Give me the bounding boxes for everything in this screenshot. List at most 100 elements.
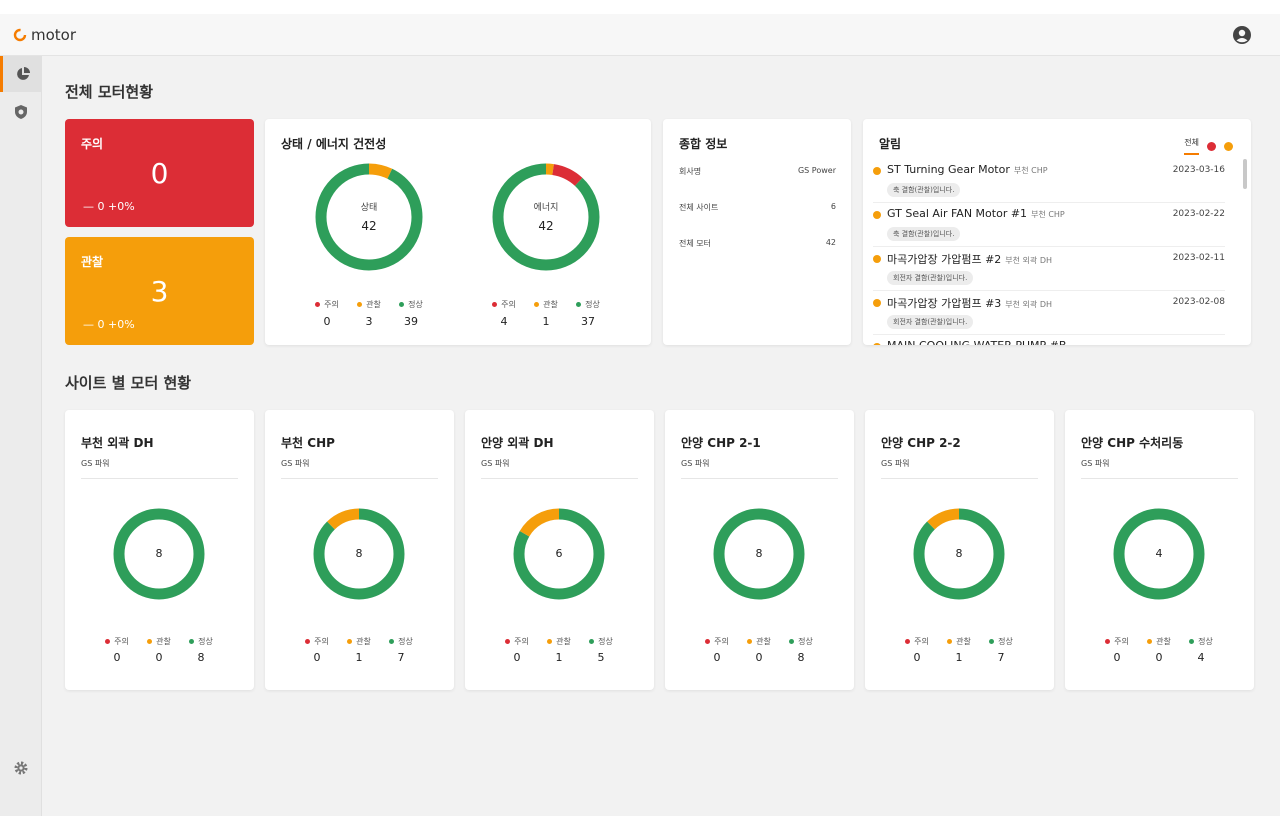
site-card[interactable]: 안양 CHP 수처리동 GS 파워 4 주의 관찰 정상 0 0 4 [1065,410,1254,690]
legend-dot-warning [147,639,153,644]
health-1-legend: 주의 관찰 정상 [483,299,609,310]
legend-label-normal: 정상 [408,300,423,309]
legend-label-normal: 정상 [798,637,813,646]
legend-item-warning: 관찰 [938,636,980,647]
site-divider [81,478,238,479]
health-card-title: 상태 / 에너지 건전성 [281,137,387,151]
sidebar-item-settings[interactable] [0,750,42,786]
site-1-warning-segment[interactable] [313,508,405,600]
count-normal: 39 [404,315,418,328]
alert-site: 부천 외곽 DH [1005,256,1052,265]
legend-dot-danger [1105,639,1111,644]
count-normal: 7 [997,651,1005,664]
health-card: 상태 / 에너지 건전성 주의 관찰 정상 0 3 39 주의 관찰 정상 4 1 37 상태 42 에너지… [265,119,651,345]
app-logo[interactable]: motor [13,26,76,44]
warning-stat-card[interactable]: 관찰 3 — 0 +0% [65,237,254,345]
site-2-warning-segment[interactable] [513,508,605,600]
info-value: GS Power [797,166,836,175]
alert-item[interactable]: 마곡가압장 가압펌프 #3 부천 외곽 DH 2023-02-08 회전자 결함(관찰… [873,291,1225,335]
site-0-normal-segment[interactable] [113,508,205,600]
donut-total: 8 [755,547,763,560]
legend-item-warning: 관찰 [138,636,180,647]
health-0-center: 상태 42 [339,200,399,233]
site-divider [881,478,1038,479]
donut-total: 8 [355,547,363,560]
alert-list[interactable]: ST Turning Gear Motor 부천 CHP 2023-03-16 축 결… [863,159,1241,345]
legend-label-warning: 관찰 [756,637,771,646]
info-row-sites: 전체 사이트 6 [679,202,836,213]
legend-label-danger: 주의 [114,637,129,646]
site-1-legend: 주의 관찰 정상 [296,636,422,647]
legend-label-danger: 주의 [914,637,929,646]
count-normal: 8 [197,651,205,664]
count-danger: 0 [713,651,721,664]
alert-filter-tabs: 전체 [1184,137,1233,155]
site-4-warning-segment[interactable] [913,508,1005,600]
site-0-counts: 0 0 8 [96,651,222,664]
site-company: GS 파워 [681,459,710,468]
logo-icon [13,28,27,42]
site-company: GS 파워 [1081,459,1110,468]
count-normal: 37 [581,315,595,328]
site-card[interactable]: 안양 외곽 DH GS 파워 6 주의 관찰 정상 0 1 5 [465,410,654,690]
site-card[interactable]: 부천 CHP GS 파워 8 주의 관찰 정상 0 1 7 [265,410,454,690]
alert-status-dot [873,255,881,263]
alert-list-scrollbar[interactable] [1243,159,1247,189]
legend-label-danger: 주의 [1114,637,1129,646]
warning-stat-delta: — 0 +0% [83,318,135,331]
legend-label-normal: 정상 [198,637,213,646]
alert-tab-danger[interactable] [1207,141,1216,151]
main-content: 전체 모터현황 주의 0 — 0 +0% 관찰 3 — 0 +0% 상태 / 에… [42,56,1280,816]
legend-item-danger: 주의 [896,636,938,647]
alert-item[interactable]: MAIN COOLING WATER PUMP #B [873,335,1225,345]
count-warning: 0 [155,651,163,664]
site-divider [481,478,638,479]
alert-tab-warning[interactable] [1224,141,1233,151]
site-name: 안양 CHP 2-1 [681,436,761,450]
site-card[interactable]: 부천 외곽 DH GS 파워 8 주의 관찰 정상 0 0 8 [65,410,254,690]
site-1-donut [313,508,405,600]
shield-icon [15,105,27,119]
site-divider [681,478,838,479]
alert-item[interactable]: ST Turning Gear Motor 부천 CHP 2023-03-16 축 결… [873,159,1225,203]
health-1-normal-segment[interactable] [492,163,600,271]
site-card[interactable]: 안양 CHP 2-1 GS 파워 8 주의 관찰 정상 0 0 8 [665,410,854,690]
danger-stat-card[interactable]: 주의 0 — 0 +0% [65,119,254,227]
health-0-counts: 0 3 39 [306,315,432,328]
sidebar-item-security[interactable] [0,94,42,130]
alert-item[interactable]: GT Seal Air FAN Motor #1 부천 CHP 2023-02-22… [873,203,1225,247]
site-5-donut [1113,508,1205,600]
legend-label-danger: 주의 [324,300,339,309]
legend-item-warning: 관찰 [525,299,567,310]
site-2-center: 6 [529,547,589,560]
legend-item-danger: 주의 [96,636,138,647]
legend-item-normal: 정상 [980,636,1022,647]
legend-dot-danger [305,639,311,644]
site-2-counts: 0 1 5 [496,651,622,664]
count-warning: 1 [355,651,363,664]
site-0-center: 8 [129,547,189,560]
alerts-title: 알림 [879,137,902,151]
legend-label-normal: 정상 [585,300,600,309]
sidebar-item-dashboard[interactable] [0,56,42,92]
danger-stat-value: 0 [150,157,169,190]
site-0-legend: 주의 관찰 정상 [96,636,222,647]
legend-label-warning: 관찰 [1156,637,1171,646]
site-4-legend: 주의 관찰 정상 [896,636,1022,647]
legend-dot-warning [1147,639,1153,644]
alert-item[interactable]: 마곡가압장 가압펌프 #2 부천 외곽 DH 2023-02-11 회전자 결함(관찰… [873,247,1225,291]
count-danger: 0 [1113,651,1121,664]
site-3-normal-segment[interactable] [713,508,805,600]
legend-label-warning: 관찰 [956,637,971,646]
site-5-normal-segment[interactable] [1113,508,1205,600]
user-account-icon[interactable] [1232,25,1252,45]
health-0-normal-segment[interactable] [315,163,423,271]
alert-motor-name: 마곡가압장 가압펌프 #3 부천 외곽 DH [887,297,1052,310]
site-4-donut [913,508,1005,600]
alert-motor-name: GT Seal Air FAN Motor #1 부천 CHP [887,207,1065,220]
alert-tab-all[interactable]: 전체 [1184,137,1199,155]
overview-title: 전체 모터현황 [65,83,154,101]
site-company: GS 파워 [881,459,910,468]
site-card[interactable]: 안양 CHP 2-2 GS 파워 8 주의 관찰 정상 0 1 7 [865,410,1054,690]
site-name: 안양 CHP 2-2 [881,436,961,450]
